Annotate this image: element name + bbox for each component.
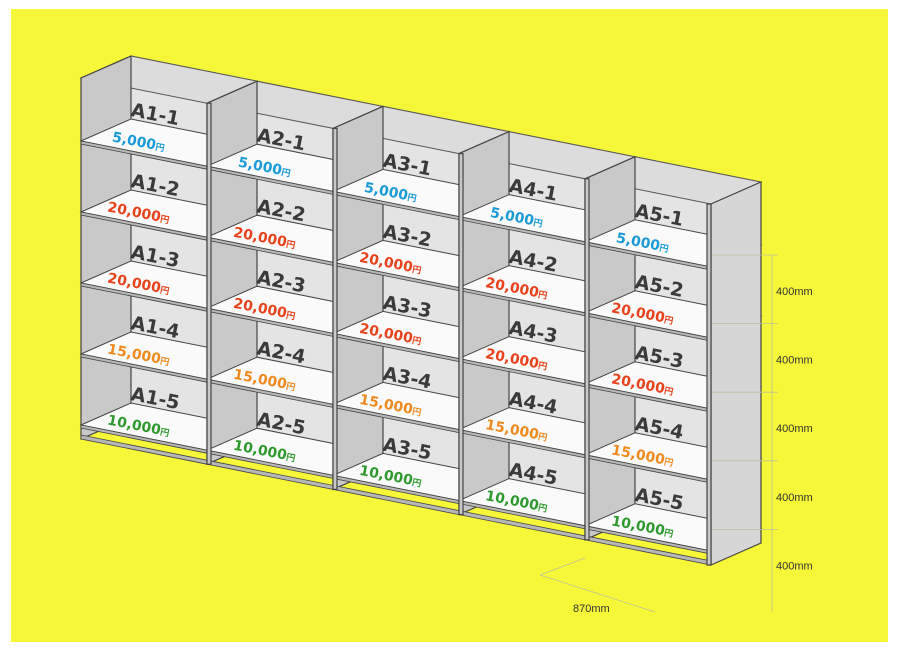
- row-height-label: 400mm: [776, 492, 813, 504]
- left-side-panel: [206, 80, 258, 466]
- row-height-label: 400mm: [776, 355, 813, 367]
- right-side-edge: [706, 203, 712, 566]
- divider-post: [332, 127, 338, 490]
- width-dimension-line: [539, 574, 656, 613]
- left-side-panel: [80, 55, 132, 440]
- left-side-panel: [584, 155, 636, 541]
- shelf-unit-a5: A5-15,000円A5-220,000円A5-320,000円A5-415,0…: [583, 155, 763, 566]
- row-height-label: 400mm: [776, 286, 813, 298]
- unit-width-label: 870mm: [573, 603, 610, 615]
- width-dimension-tick: [539, 557, 586, 576]
- left-side-panel: [458, 130, 510, 516]
- row-height-label: 400mm: [776, 560, 813, 572]
- divider-post: [206, 102, 212, 465]
- left-side-panel: [332, 105, 384, 491]
- shelving-units: A1-15,000円A1-220,000円A1-320,000円A1-415,0…: [79, 55, 763, 566]
- divider-post: [458, 153, 464, 516]
- dimension-annotations: 400mm 400mm 400mm 400mm 400mm 870mm: [539, 254, 813, 615]
- right-side-panel: [710, 181, 762, 566]
- row-height-label: 400mm: [776, 423, 813, 435]
- divider-post: [584, 178, 590, 541]
